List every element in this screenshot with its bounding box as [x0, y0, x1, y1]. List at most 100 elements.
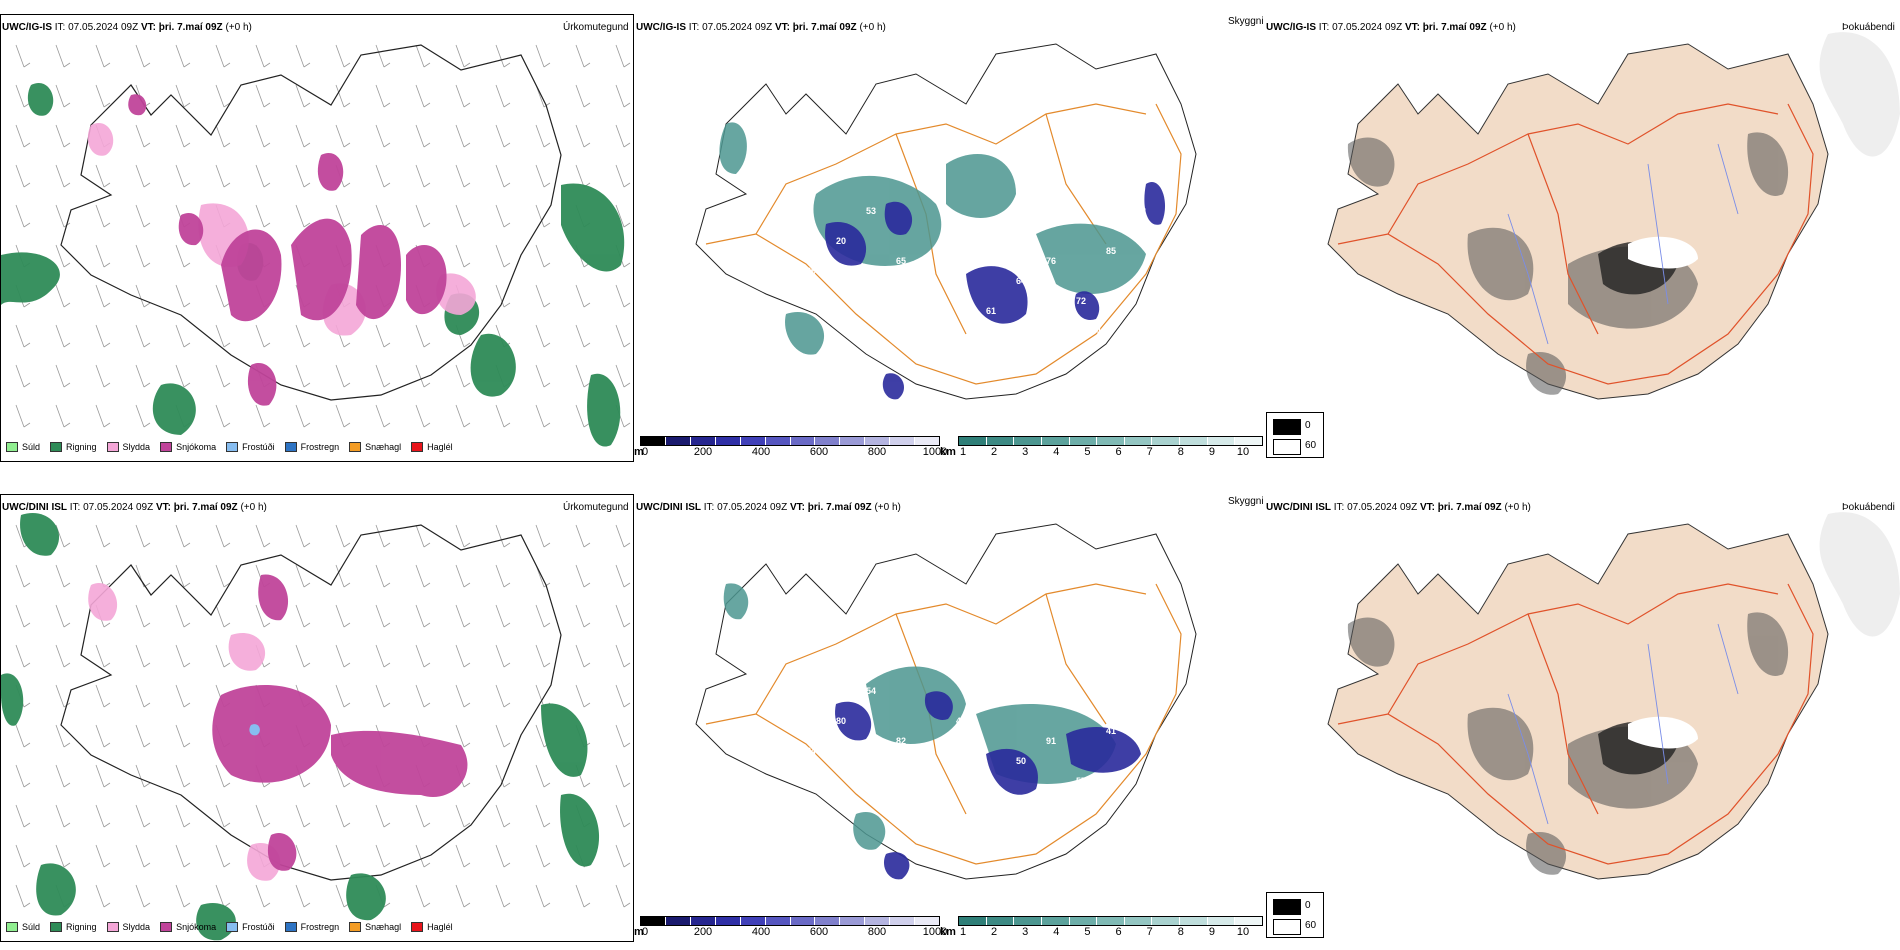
colorbar-tick: 7: [1146, 926, 1153, 938]
colorbar-segment: [1097, 437, 1125, 445]
wind-barb: [15, 644, 31, 668]
wind-barb: [575, 284, 591, 308]
wind-barb: [55, 604, 71, 628]
wind-barb: [215, 764, 231, 788]
wind-barb: [95, 364, 111, 388]
colorbar-segment: [1207, 437, 1236, 445]
visibility-panel-bottom: 29 84 80 54 82 78 46 38 50 91 57 41 198: [636, 494, 1266, 942]
wind-barb: [215, 804, 231, 828]
wind-barb: [535, 124, 551, 148]
wind-barb: [135, 684, 151, 708]
wind-barb: [455, 164, 471, 188]
model-name: UWC/IG-IS: [2, 22, 52, 33]
station-labels: 29 84 80 54 82 78 46 38 50 91 57 41 198: [776, 686, 1151, 796]
wind-barb: [95, 684, 111, 708]
wind-barb: [215, 524, 231, 548]
wind-barb: [415, 804, 431, 828]
wind-barb: [455, 124, 471, 148]
iceland-land: [1327, 523, 1829, 880]
wind-barb: [15, 884, 31, 908]
visibility-title: Skyggni: [1228, 496, 1264, 507]
wind-barb: [55, 324, 71, 348]
wind-barb: [535, 244, 551, 268]
wind-barb: [295, 124, 311, 148]
wind-barb: [295, 324, 311, 348]
wind-barb: [455, 564, 471, 588]
wind-barb: [15, 844, 31, 868]
wind-barb: [55, 44, 71, 68]
colorbar-segment: [740, 437, 766, 445]
station-number: 84: [806, 746, 816, 756]
offset: (+0 h): [240, 502, 267, 513]
colorbar-segment: [840, 917, 866, 925]
wind-barb: [95, 764, 111, 788]
colorbar-segment: [890, 917, 916, 925]
it-label: IT:: [703, 502, 715, 513]
wind-barb: [615, 724, 631, 748]
legend-label: Snæhagl: [365, 442, 402, 452]
visibility-colorbar-bottom: [958, 916, 1263, 926]
wind-barb: [375, 324, 391, 348]
it-label: IT:: [688, 22, 700, 33]
wind-barb: [615, 84, 631, 108]
height-colorbar-bottom: [640, 916, 940, 926]
wind-barb: [495, 604, 511, 628]
model-name: UWC/DINI ISL: [636, 502, 701, 513]
wind-barb: [495, 764, 511, 788]
wind-barb: [135, 604, 151, 628]
wind-barb: [535, 844, 551, 868]
wind-barb: [335, 204, 351, 228]
legend-swatch: [50, 922, 63, 932]
wind-barb: [135, 764, 151, 788]
wind-barb: [495, 404, 511, 428]
wind-barb: [295, 604, 311, 628]
colorbar-tick: 400: [751, 926, 771, 938]
colorbar-segment: [641, 437, 666, 445]
precip-legend-top: Súld Rigning Slydda Snjókoma Frostúði Frostre…: [6, 442, 453, 452]
colorbar-tick: 1: [959, 446, 967, 458]
wind-barb: [455, 884, 471, 908]
colorbar-tick: 2: [991, 446, 998, 458]
colorbar-tick: 6: [1115, 446, 1122, 458]
legend-swatch: [106, 922, 119, 932]
wind-barb: [95, 524, 111, 548]
freezing-drizzle-spot: [249, 724, 260, 736]
wind-barb: [55, 644, 71, 668]
station-number: 50: [1016, 756, 1026, 766]
wind-barb: [535, 524, 551, 548]
wind-barb: [295, 204, 311, 228]
wind-barb: [15, 164, 31, 188]
wind-barb: [15, 44, 31, 68]
wind-barb: [135, 124, 151, 148]
wind-barb: [335, 564, 351, 588]
colorbar-segment: [1124, 917, 1153, 925]
station-number: 54: [866, 686, 876, 696]
wind-barb: [375, 124, 391, 148]
colorbar-segment: [790, 437, 816, 445]
colorbar-segment: [1097, 917, 1125, 925]
vt-value: þri. 7.maí 09Z: [792, 22, 857, 33]
visibility-unit: km: [940, 926, 956, 938]
wind-barb: [575, 604, 591, 628]
colorbar-segment: [790, 917, 816, 925]
legend-label: Haglél: [427, 442, 453, 452]
wind-barb: [455, 644, 471, 668]
legend-item: Snjókoma: [160, 922, 216, 932]
wind-barb: [535, 764, 551, 788]
wind-barb: [415, 324, 431, 348]
precip-title: Úrkomutegund: [563, 22, 629, 33]
station-number: 22: [1136, 206, 1146, 216]
wind-barb: [255, 884, 271, 908]
wind-barb: [255, 44, 271, 68]
wind-barb: [375, 684, 391, 708]
wind-barb: [375, 644, 391, 668]
legend-swatch: [349, 442, 362, 452]
wind-barb: [535, 804, 551, 828]
wind-barb: [375, 204, 391, 228]
wind-barb: [175, 844, 191, 868]
vt-value: þri. 7.maí 09Z: [173, 502, 238, 513]
wind-barb: [535, 644, 551, 668]
legend-label: Slydda: [122, 442, 151, 452]
wind-barb: [495, 524, 511, 548]
colorbar-segment: [1041, 917, 1070, 925]
